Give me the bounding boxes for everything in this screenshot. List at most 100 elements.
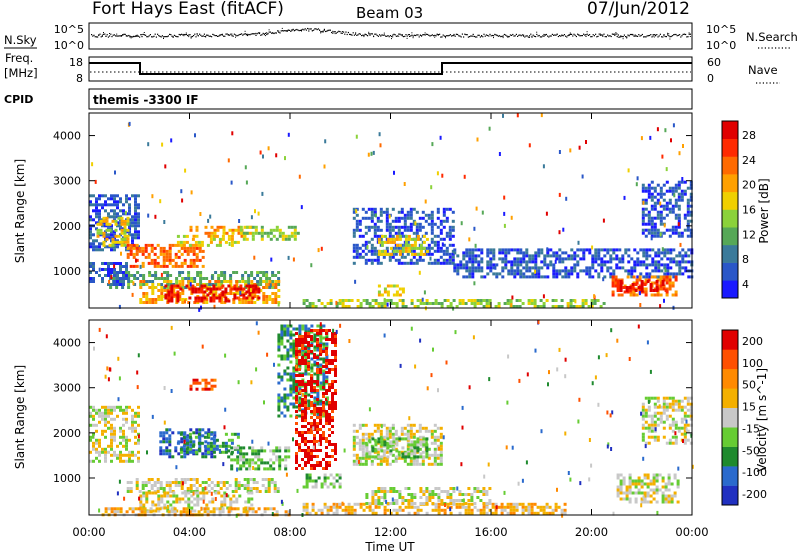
velocity-data-cell	[362, 445, 365, 448]
power-data-cell	[474, 299, 477, 302]
power-data-cell	[196, 259, 199, 262]
nsky-point	[450, 34, 451, 35]
power-data-cell	[582, 269, 585, 272]
nsearch-point	[173, 37, 174, 38]
power-scatter-point	[639, 291, 641, 295]
velocity-data-cell	[411, 506, 414, 509]
power-data-cell	[134, 215, 137, 218]
power-data-cell	[133, 247, 136, 250]
nsky-point	[143, 34, 144, 35]
power-data-cell	[167, 294, 170, 297]
power-colorbar-swatch	[722, 121, 738, 139]
velocity-data-cell	[245, 452, 248, 455]
power-data-cell	[116, 271, 119, 274]
power-scatter-point	[430, 185, 432, 189]
nsky-point	[266, 34, 267, 35]
nsky-point	[687, 36, 688, 37]
nsky-point	[456, 34, 457, 35]
power-data-cell	[229, 292, 232, 295]
velocity-data-cell	[380, 490, 383, 493]
power-data-cell	[423, 241, 426, 244]
velocity-data-cell	[127, 490, 130, 493]
velocity-data-cell	[181, 498, 184, 501]
velocity-data-cell	[330, 506, 333, 509]
velocity-data-cell	[250, 498, 253, 501]
power-data-cell	[531, 266, 534, 269]
power-data-cell	[113, 271, 116, 274]
power-data-cell	[443, 262, 446, 265]
power-data-cell	[268, 295, 271, 298]
velocity-data-cell	[169, 481, 172, 484]
nsearch-point	[272, 32, 273, 33]
power-data-cell	[180, 244, 183, 247]
velocity-data-cell	[668, 501, 671, 504]
power-data-cell	[392, 229, 395, 232]
velocity-data-cell	[248, 446, 251, 449]
velocity-data-cell	[202, 487, 205, 490]
velocity-data-cell	[546, 503, 549, 506]
velocity-data-cell	[214, 484, 217, 487]
nsky-point	[359, 33, 360, 34]
power-data-cell	[206, 288, 209, 291]
nsky-point	[386, 36, 387, 37]
power-data-cell	[468, 269, 471, 272]
power-data-cell	[669, 266, 672, 269]
velocity-data-cell	[648, 442, 651, 445]
velocity-data-cell	[444, 509, 447, 512]
nsky-point	[396, 36, 397, 37]
power-data-cell	[122, 209, 125, 212]
power-data-cell	[549, 260, 552, 263]
power-scatter-point	[593, 294, 595, 298]
nsky-point	[428, 35, 429, 36]
velocity-data-cell	[419, 490, 422, 493]
power-data-cell	[398, 229, 401, 232]
velocity-data-cell	[236, 458, 239, 461]
power-data-cell	[612, 251, 615, 254]
power-data-cell	[378, 250, 381, 253]
nsky-point	[499, 35, 500, 36]
nsky-point	[146, 36, 147, 37]
velocity-data-cell	[98, 454, 101, 457]
power-data-cell	[627, 260, 630, 263]
power-data-cell	[621, 260, 624, 263]
power-data-cell	[193, 280, 196, 283]
nsky-point	[170, 34, 171, 35]
velocity-data-cell	[365, 443, 368, 446]
velocity-data-cell	[359, 457, 362, 460]
nsky-point	[213, 34, 214, 35]
velocity-data-cell	[440, 490, 443, 493]
power-scatter-point	[253, 256, 255, 260]
power-scatter-point	[565, 197, 567, 201]
velocity-data-cell	[389, 427, 392, 430]
velocity-data-cell	[356, 430, 359, 433]
power-data-cell	[142, 262, 145, 265]
nsky-point	[197, 34, 198, 35]
power-data-cell	[217, 229, 220, 232]
velocity-data-cell	[440, 454, 443, 457]
velocity-data-cell	[360, 506, 363, 509]
power-data-cell	[128, 209, 131, 212]
velocity-data-cell	[250, 478, 253, 481]
power-data-cell	[588, 266, 591, 269]
power-data-cell	[456, 272, 459, 275]
power-data-cell	[393, 241, 396, 244]
velocity-data-cell	[657, 439, 660, 442]
nsky-point	[673, 34, 674, 35]
nsky-point	[371, 33, 372, 34]
nsky-point	[278, 32, 279, 33]
power-data-cell	[193, 277, 196, 280]
nsky-point	[324, 29, 325, 30]
power-data-cell	[193, 250, 196, 253]
power-data-cell	[642, 220, 645, 223]
velocity-data-cell	[187, 504, 190, 507]
power-data-cell	[294, 238, 297, 241]
velocity-data-cell	[104, 460, 107, 463]
velocity-data-cell	[125, 454, 128, 457]
velocity-data-cell	[626, 492, 629, 495]
velocity-data-cell	[546, 506, 549, 509]
velocity-data-cell	[648, 427, 651, 430]
power-data-cell	[410, 217, 413, 220]
velocity-data-cell	[384, 509, 387, 512]
velocity-data-cell	[184, 492, 187, 495]
velocity-data-cell	[254, 467, 257, 470]
